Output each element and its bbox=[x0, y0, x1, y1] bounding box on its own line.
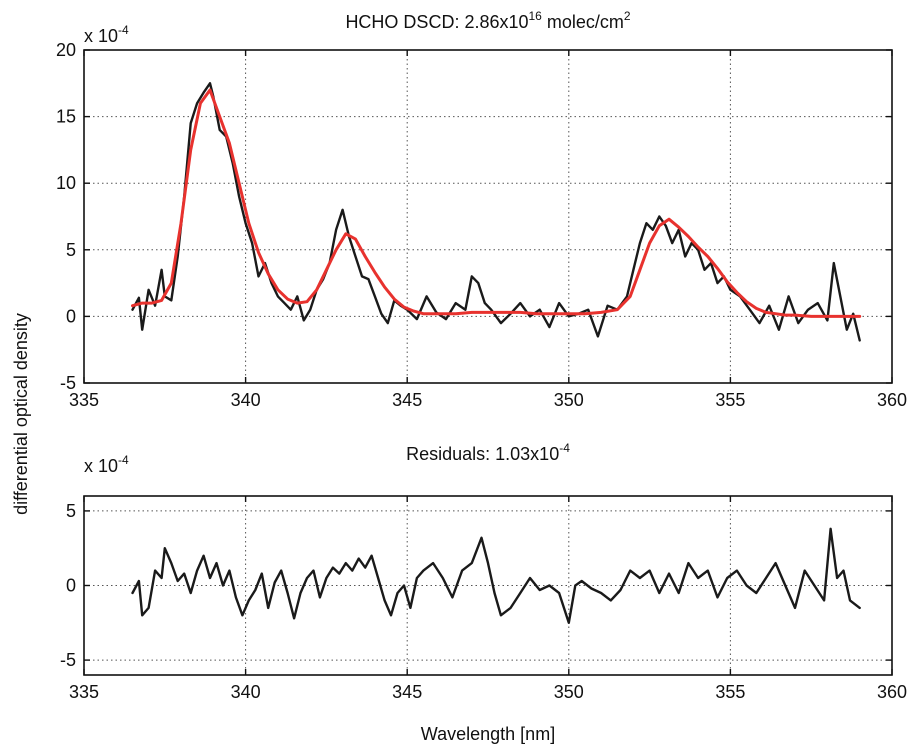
grid-lines bbox=[84, 50, 892, 383]
x-tick-label: 340 bbox=[231, 682, 261, 702]
x-tick-label: 355 bbox=[715, 390, 745, 410]
grid-lines bbox=[84, 496, 892, 675]
x-tick-label: 360 bbox=[877, 682, 907, 702]
y-tick-label: -5 bbox=[60, 373, 76, 393]
scale-factor-base: x 10 bbox=[84, 26, 118, 46]
y-tick-label: 10 bbox=[56, 173, 76, 193]
tick-labels: 335 340 345 350 355 360 -5 0 5 10 15 20 bbox=[56, 40, 907, 410]
title-unit: molec/cm bbox=[542, 12, 624, 32]
y-axis-label: differential optical density bbox=[11, 313, 31, 515]
y-tick-label: 20 bbox=[56, 40, 76, 60]
title-prefix: HCHO DSCD: 2.86x10 bbox=[345, 12, 528, 32]
title-exponent: -4 bbox=[559, 441, 570, 455]
tick-labels: 335 340 345 350 355 360 -5 0 5 bbox=[60, 501, 907, 702]
fit-series-line bbox=[131, 88, 862, 318]
scale-factor-exponent: -4 bbox=[118, 453, 129, 467]
x-tick-label: 355 bbox=[715, 682, 745, 702]
x-tick-label: 335 bbox=[69, 682, 99, 702]
x-tick-label: 335 bbox=[69, 390, 99, 410]
spectrum-fit-panel: 335 340 345 350 355 360 -5 0 5 10 15 20 HCHO DSCD: … bbox=[56, 9, 907, 410]
x-tick-label: 340 bbox=[231, 390, 261, 410]
residuals-panel: 335 340 345 350 355 360 -5 0 5 Residuals: 1.03x1… bbox=[60, 441, 907, 744]
y-tick-label: 5 bbox=[66, 501, 76, 521]
y-tick-label: -5 bbox=[60, 650, 76, 670]
y-tick-label: 15 bbox=[56, 107, 76, 127]
x-tick-label: 350 bbox=[554, 390, 584, 410]
chart-title: HCHO DSCD: 2.86x1016 molec/cm2 bbox=[345, 9, 630, 32]
y-tick-label: 5 bbox=[66, 240, 76, 260]
scale-factor-base: x 10 bbox=[84, 456, 118, 476]
residual-series-line bbox=[131, 527, 861, 624]
x-tick-label: 345 bbox=[392, 390, 422, 410]
axes-frame bbox=[83, 49, 893, 384]
measured-series-line bbox=[131, 82, 861, 342]
x-axis-label: Wavelength [nm] bbox=[421, 724, 555, 744]
series-layer bbox=[131, 82, 862, 342]
x-tick-label: 345 bbox=[392, 682, 422, 702]
ticks bbox=[83, 49, 893, 384]
title-exponent: 16 bbox=[529, 9, 543, 23]
chart-title: Residuals: 1.03x10-4 bbox=[406, 441, 570, 464]
x-tick-label: 350 bbox=[554, 682, 584, 702]
y-tick-label: 0 bbox=[66, 576, 76, 596]
ticks bbox=[83, 496, 893, 675]
title-prefix: Residuals: 1.03x10 bbox=[406, 444, 559, 464]
scale-factor: x 10-4 bbox=[84, 23, 129, 46]
y-tick-label: 0 bbox=[66, 306, 76, 326]
series-layer bbox=[131, 527, 861, 624]
x-tick-label: 360 bbox=[877, 390, 907, 410]
title-unit-exponent: 2 bbox=[624, 9, 631, 23]
scale-factor-exponent: -4 bbox=[118, 23, 129, 37]
scale-factor: x 10-4 bbox=[84, 453, 129, 476]
